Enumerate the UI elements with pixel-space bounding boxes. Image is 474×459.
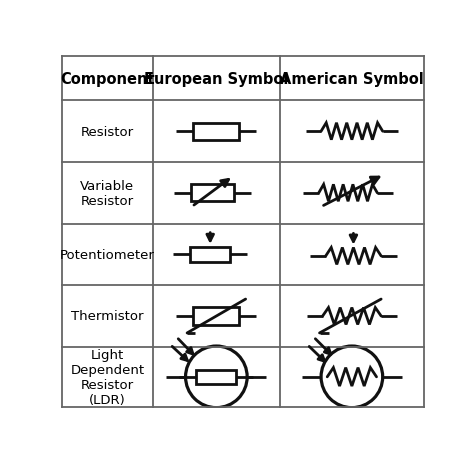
Text: Resistor: Resistor <box>81 125 134 139</box>
Text: European Symbol: European Symbol <box>144 72 289 86</box>
Text: Variable
Resistor: Variable Resistor <box>80 179 135 207</box>
Text: Component: Component <box>60 72 155 86</box>
Text: Light
Dependent
Resistor
(LDR): Light Dependent Resistor (LDR) <box>70 348 145 406</box>
Text: Potentiometer: Potentiometer <box>60 248 155 261</box>
Bar <box>193 123 239 140</box>
Text: Thermistor: Thermistor <box>71 310 144 323</box>
Bar <box>196 370 237 384</box>
Bar <box>191 185 234 202</box>
Bar <box>190 247 230 263</box>
Text: American Symbol: American Symbol <box>280 72 424 86</box>
Bar <box>193 307 239 325</box>
